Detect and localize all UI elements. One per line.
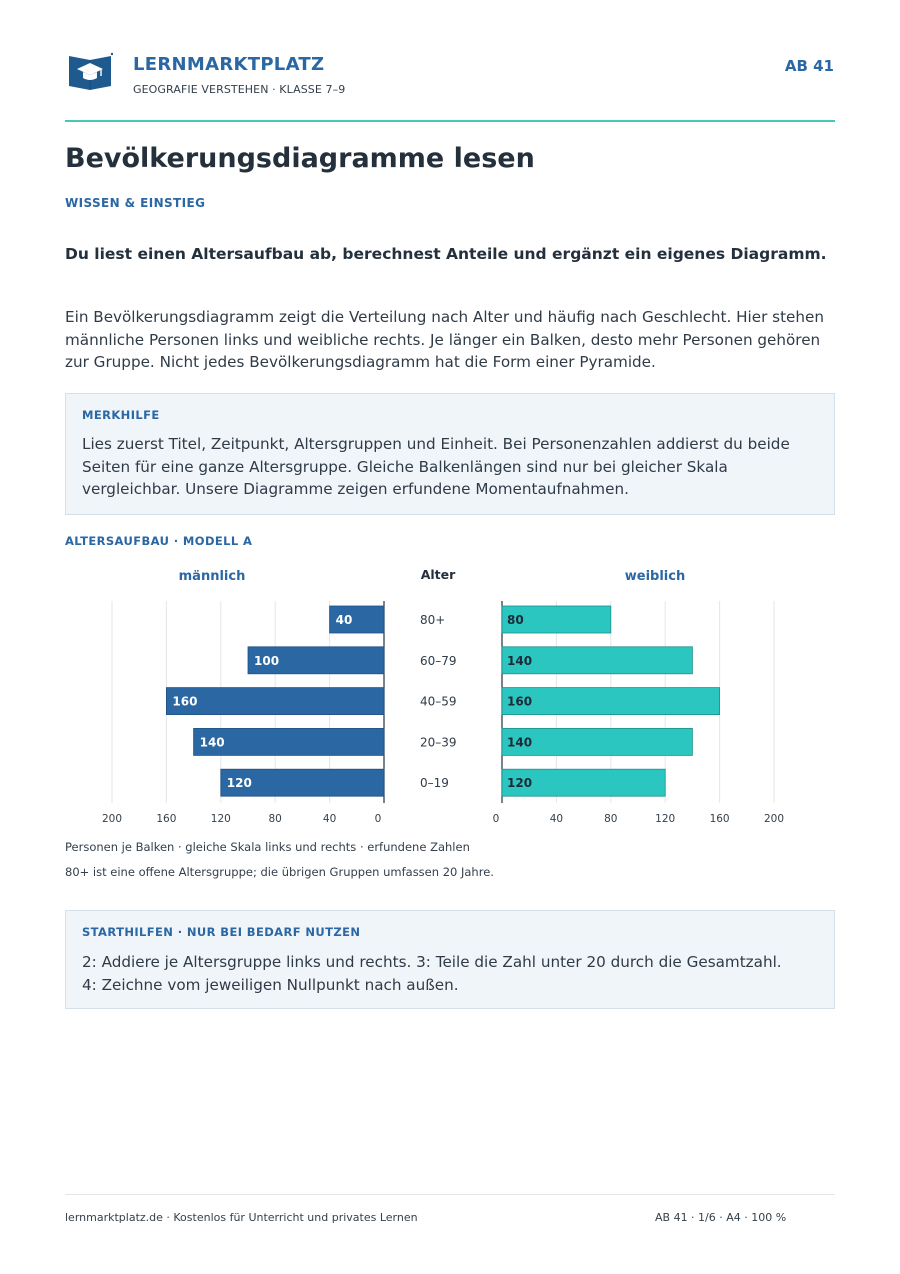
category-label: 60–79 [420, 654, 457, 668]
chart-tag: ALTERSAUFBAU · MODELL A [65, 534, 253, 548]
category-label: 0–19 [420, 776, 449, 790]
category-label: 80+ [420, 613, 445, 627]
data-label-male: 120 [227, 776, 252, 790]
bar-male [329, 605, 385, 634]
x-tick-label: 40 [323, 813, 336, 825]
starthilfen-line: 4: Zeichne vom jeweiligen Nullpunkt nach… [82, 976, 459, 994]
merkhilfe-text: Lies zuerst Titel, Zeitpunkt, Altersgrup… [82, 435, 790, 498]
brand-name: LERNMARKTPLATZ [133, 54, 325, 75]
legend-male: männlich [179, 569, 246, 584]
bar-male [247, 646, 385, 675]
data-label-female: 80 [507, 613, 524, 627]
x-tick-label: 40 [550, 813, 563, 825]
footer-page-info: AB 41 · 1/6 · A4 · 100 % [655, 1211, 787, 1224]
x-tick-label: 200 [102, 813, 122, 825]
bar-female [501, 727, 693, 756]
data-label-male: 160 [172, 695, 197, 709]
brand-subtitle: GEOGRAFIE VERSTEHEN · KLASSE 7–9 [133, 83, 346, 96]
population-pyramid-chart: männlich Alter weiblich 40 80 80+ 100 140 60–… [102, 567, 784, 825]
data-label-female: 160 [507, 695, 532, 709]
starthilfen-line: 2: Addiere je Altersgruppe links und rec… [82, 953, 782, 971]
x-tick-label: 160 [156, 813, 176, 825]
starthilfen-title: STARTHILFEN · NUR BEI BEDARF NUTZEN [82, 925, 361, 939]
bar-female [501, 605, 612, 634]
bar-female [501, 687, 721, 716]
category-label: 40–59 [420, 695, 457, 709]
x-tick-label: 160 [710, 813, 730, 825]
bar-male [220, 768, 385, 797]
lead-text: Du liest einen Altersaufbau ab, berechne… [65, 245, 827, 263]
chart-note: Personen je Balken · gleiche Skala links… [65, 840, 470, 854]
data-label-female: 140 [507, 654, 532, 668]
x-tick-label: 200 [764, 813, 784, 825]
x-tick-label: 120 [655, 813, 675, 825]
data-label-female: 140 [507, 735, 532, 749]
legend-female: weiblich [625, 569, 685, 584]
bar-female [501, 768, 666, 797]
footer-left: lernmarktplatz.de · Kostenlos für Unterr… [65, 1211, 418, 1224]
merkhilfe-title: MERKHILFE [82, 408, 160, 422]
bar-male [165, 687, 385, 716]
section-tag: WISSEN & EINSTIEG [65, 196, 206, 210]
data-label-male: 140 [200, 735, 225, 749]
category-label: 20–39 [420, 735, 457, 749]
bar-male [193, 727, 385, 756]
x-tick-label: 0 [493, 813, 500, 825]
merkhilfe-box: MERKHILFE Lies zuerst Titel, Zeitpunkt, … [65, 393, 835, 515]
footer-divider [65, 1194, 835, 1195]
x-tick-label: 80 [604, 813, 617, 825]
intro-text: Ein Bevölkerungsdiagramm zeigt die Verte… [65, 308, 824, 371]
header-divider [65, 120, 835, 122]
x-tick-label: 0 [375, 813, 382, 825]
chart-note: 80+ ist eine offene Altersgruppe; die üb… [65, 865, 494, 879]
data-label-male: 40 [336, 613, 353, 627]
graduation-cap-book-icon [69, 52, 113, 90]
data-label-female: 120 [507, 776, 532, 790]
page-title: Bevölkerungsdiagramme lesen [65, 143, 535, 174]
sheet-id: AB 41 [784, 57, 834, 75]
bar-female [501, 646, 693, 675]
axis-label-alter: Alter [421, 567, 456, 582]
starthilfen-box: STARTHILFEN · NUR BEI BEDARF NUTZEN 2: A… [65, 910, 835, 1009]
x-tick-label: 120 [211, 813, 231, 825]
data-label-male: 100 [254, 654, 279, 668]
x-tick-label: 80 [269, 813, 282, 825]
